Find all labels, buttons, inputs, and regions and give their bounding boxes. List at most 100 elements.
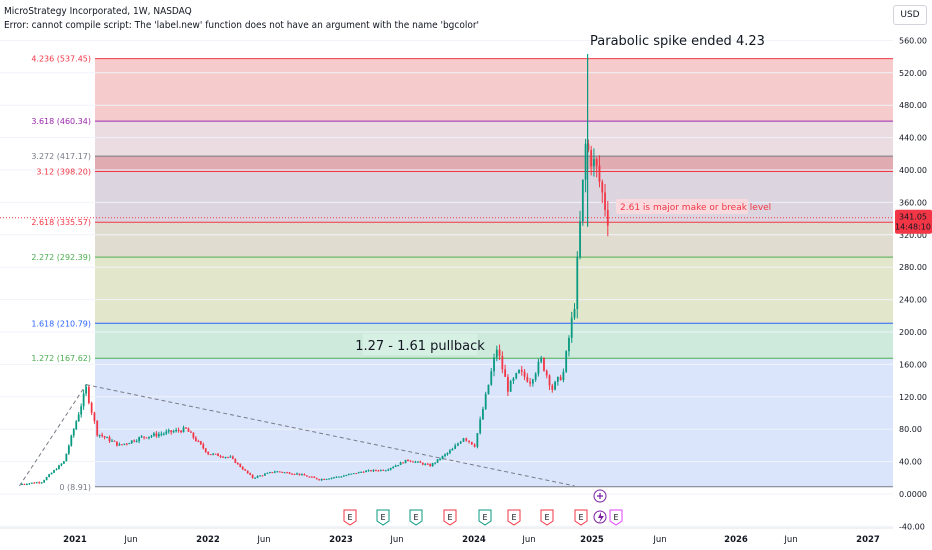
candle-body — [281, 471, 284, 473]
candle-body — [421, 462, 424, 465]
earnings-marker[interactable] — [507, 509, 521, 526]
earnings-marker[interactable] — [343, 509, 357, 526]
candle-body — [291, 473, 293, 475]
candle-body — [70, 435, 73, 446]
fib-band — [95, 121, 893, 157]
price-tick-label: 280.00 — [899, 263, 927, 272]
candle-body — [293, 474, 296, 476]
fib-level-label: 3.12 (398.20) — [36, 167, 91, 176]
candle-body — [254, 477, 256, 479]
candle-body — [278, 471, 281, 473]
candle-body — [487, 384, 490, 395]
grid — [0, 39, 893, 527]
candle-body — [219, 456, 222, 458]
time-tick-label: Jun — [389, 535, 403, 545]
candle-body — [540, 357, 543, 362]
candle-body — [150, 435, 153, 437]
candle-body — [449, 450, 451, 453]
earnings-marker[interactable] — [540, 509, 554, 526]
candle-body — [236, 462, 239, 464]
candle-body — [244, 469, 247, 471]
price-tick-label: 120.00 — [899, 393, 927, 402]
candle-body — [271, 472, 274, 474]
candle-body — [234, 458, 237, 463]
candle-body — [296, 473, 298, 475]
fib-level-label: 4.236 (537.45) — [31, 55, 91, 64]
earnings-marker-label: E — [578, 513, 583, 522]
time-tick-label: 2023 — [329, 535, 353, 545]
candle-body — [355, 473, 358, 475]
earnings-marker-label: E — [347, 513, 352, 522]
candle-body — [192, 432, 195, 438]
candle-body — [177, 429, 180, 431]
candle-body — [85, 386, 87, 394]
candle-body — [426, 463, 429, 465]
price-tick-label: 480.00 — [899, 101, 927, 110]
fib-level-label: 3.272 (417.17) — [31, 152, 91, 161]
candle-body — [170, 430, 173, 433]
candle-body — [259, 475, 261, 477]
earnings-marker-label: E — [447, 513, 452, 522]
candle-body — [573, 309, 576, 318]
candle-body — [313, 476, 316, 478]
earnings-marker[interactable] — [443, 509, 457, 526]
earnings-marker[interactable] — [409, 509, 423, 526]
candle-body — [501, 355, 504, 370]
price-axis[interactable]: 560.00 520.00 480.00 440.00 400.00 360.00 320.… — [893, 0, 932, 550]
time-axis[interactable]: 2021 Jun 2022 Jun 2023 Jun 2024 Jun 2025 Jun 2026 J… — [0, 527, 893, 545]
countdown-timer: 14:48:10 — [895, 223, 931, 232]
candle-body — [350, 473, 353, 475]
candle-body — [404, 459, 407, 464]
earnings-marker[interactable] — [478, 509, 492, 526]
candle-body — [65, 453, 68, 462]
candle-body — [276, 471, 279, 473]
candle-body — [534, 373, 537, 380]
earnings-marker[interactable] — [376, 509, 390, 526]
candle-body — [409, 460, 412, 462]
candle-body — [545, 370, 548, 376]
price-tick-label: 320.00 — [899, 231, 927, 240]
earnings-marker-label: E — [482, 513, 487, 522]
candle-body — [473, 444, 476, 447]
currency-button[interactable]: USD — [893, 5, 927, 25]
candle-body — [222, 456, 224, 458]
price-badge-bg — [895, 209, 932, 234]
earnings-marker-label: E — [613, 513, 618, 522]
candle-body — [80, 406, 83, 415]
candle-body — [593, 159, 595, 167]
candle-body — [256, 475, 259, 478]
candle-body — [338, 476, 340, 478]
candle-body — [43, 480, 46, 483]
earnings-marker[interactable] — [609, 509, 623, 526]
time-tick-label: Jun — [256, 535, 270, 545]
candle-body — [512, 378, 515, 381]
candle-body — [45, 477, 48, 481]
candle-body — [153, 433, 155, 436]
candle-body — [67, 445, 70, 454]
earnings-marker-label: E — [413, 513, 418, 522]
candle-body — [330, 477, 333, 479]
candle-body — [436, 459, 439, 463]
candle-body — [394, 465, 397, 467]
candle-body — [454, 445, 457, 449]
candle-body — [199, 441, 202, 445]
candle-body — [441, 455, 444, 459]
candle-body — [264, 473, 266, 476]
candle-body — [212, 453, 215, 455]
candles — [21, 54, 609, 486]
candle-body — [315, 477, 318, 480]
earnings-marker[interactable] — [574, 509, 588, 526]
price-tick-label: 360.00 — [899, 198, 927, 207]
candle-body — [128, 443, 131, 445]
candle-body — [568, 337, 570, 352]
fib-level-label: 3.618 (460.34) — [31, 117, 91, 126]
candle-body — [40, 482, 43, 484]
candle-body — [120, 444, 123, 446]
candle-body — [143, 436, 145, 438]
candle-body — [111, 440, 113, 442]
candle-body — [444, 454, 446, 456]
candle-body — [387, 469, 390, 471]
